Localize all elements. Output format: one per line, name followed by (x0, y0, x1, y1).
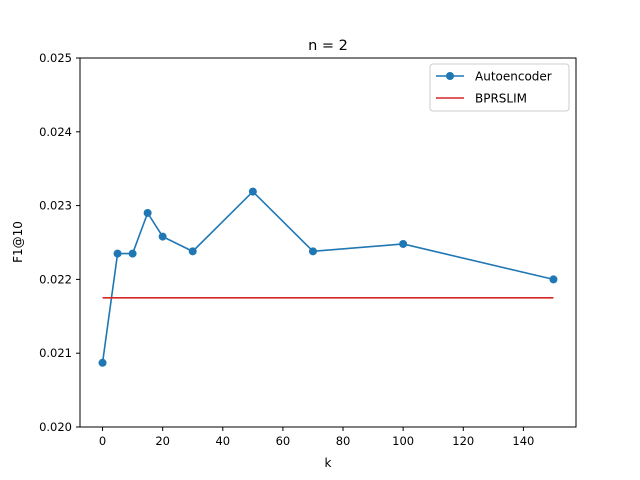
series-line-autoencoder (101, 190, 554, 363)
chart-title: n = 2 (308, 38, 348, 54)
legend-label-autoencoder: Autoencoder (475, 70, 552, 84)
y-tick-label: 0.025 (39, 51, 72, 65)
legend: Autoencoder BPRSLIM (429, 63, 570, 112)
x-tick-label: 120 (452, 434, 474, 448)
y-tick-label: 0.022 (39, 272, 72, 286)
x-tick-label: 140 (512, 434, 534, 448)
data-point-autoencoder (308, 247, 317, 256)
plot-area: 0 20 40 60 80 100 120 140 0.020 0.021 0.022 0.023 0.… (39, 51, 577, 448)
data-point-autoencoder (98, 358, 107, 367)
x-tick-label: 60 (276, 434, 291, 448)
x-axis-label: k (325, 456, 332, 470)
x-tick-label: 0 (99, 434, 106, 448)
data-point-autoencoder (128, 249, 137, 258)
y-tick-label: 0.020 (39, 420, 72, 434)
data-point-autoencoder (399, 239, 408, 248)
legend-marker-autoencoder (446, 72, 454, 80)
data-point-autoencoder (188, 247, 197, 256)
legend-label-bprslim: BPRSLIM (475, 92, 527, 106)
x-tick-label: 40 (215, 434, 230, 448)
x-tick-label: 100 (392, 434, 414, 448)
data-point-autoencoder (158, 232, 167, 241)
y-tick-label: 0.021 (39, 346, 72, 360)
y-tick-label: 0.023 (39, 199, 72, 213)
x-tick-label: 80 (336, 434, 351, 448)
y-tick-label: 0.024 (39, 125, 72, 139)
data-point-autoencoder (549, 275, 558, 284)
data-point-autoencoder (143, 208, 152, 217)
legend-box (429, 63, 570, 112)
data-point-autoencoder (113, 249, 122, 258)
axes-frame (79, 57, 577, 428)
data-point-autoencoder (248, 187, 257, 196)
y-axis-label: F1@10 (11, 221, 25, 263)
x-tick-label: 20 (155, 434, 170, 448)
